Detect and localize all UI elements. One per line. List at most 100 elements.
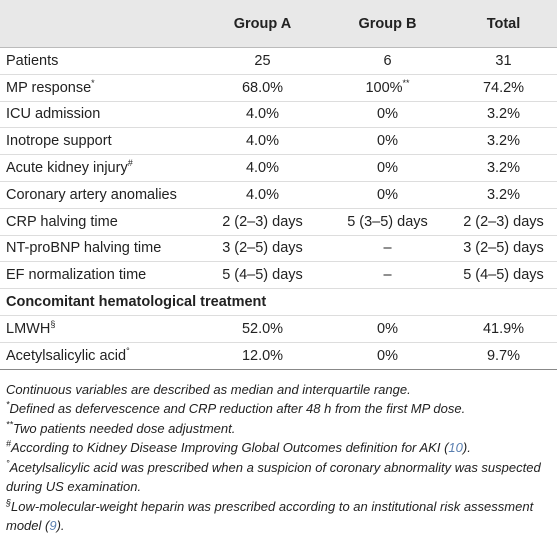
label-text: LMWH xyxy=(6,320,51,337)
row-label: CRP halving time xyxy=(0,214,200,230)
label-text: Acetylsalicylic acid xyxy=(6,347,127,364)
row-label: LMWH§ xyxy=(0,319,200,337)
footnote-mark: ** xyxy=(402,77,410,88)
row-label: Coronary artery anomalies xyxy=(0,187,200,203)
cell: 4.0% xyxy=(245,106,280,123)
table-row: ICU admission 4.0% 0% 3.2% xyxy=(0,102,557,129)
cell: 68.0% xyxy=(241,79,284,96)
row-label: Acute kidney injury# xyxy=(0,158,200,176)
cell: 74.2% xyxy=(482,79,525,96)
cell: 3.2% xyxy=(486,106,521,123)
row-label: NT-proBNP halving time xyxy=(0,240,200,256)
cell: 3.2% xyxy=(486,186,521,203)
cell: 9.7% xyxy=(486,347,521,364)
cell: – xyxy=(383,267,392,284)
footnote-mark: § xyxy=(6,497,12,508)
reference: 10 xyxy=(448,440,463,456)
table-row: NT-proBNP halving time 3 (2–5) days – 3 (2–… xyxy=(0,236,557,263)
footnote: **Two patients needed dose adjustment. xyxy=(6,419,551,439)
row-label: Acetylsalicylic acid° xyxy=(0,345,200,364)
label-text: NT-proBNP halving time xyxy=(6,240,162,257)
cell: 5 (4–5) days xyxy=(463,267,544,284)
footnote-text: According to Kidney Disease Improving Gl… xyxy=(11,440,449,456)
footnote-mark: ** xyxy=(6,419,14,430)
column-header: Group A xyxy=(233,15,292,32)
cell: 4.0% xyxy=(245,186,280,203)
table-row: MP response* 68.0% 100%** 74.2% xyxy=(0,75,557,102)
cell: 31 xyxy=(495,52,512,69)
cell: 25 xyxy=(254,52,271,69)
footnote-mark: ° xyxy=(6,458,10,469)
cell: 12.0% xyxy=(241,347,284,364)
cell: 0% xyxy=(377,106,398,123)
cell: 5 (4–5) days xyxy=(222,267,303,284)
table: Group A Group B Total Patients 25 6 31 MP respo… xyxy=(0,0,557,370)
cell: 0% xyxy=(377,160,398,177)
footnote: Continuous variables are described as me… xyxy=(6,380,551,400)
cell: 52.0% xyxy=(241,320,284,337)
footnote-text: ). xyxy=(56,518,65,534)
label-text: Patients xyxy=(6,52,59,69)
label-text: ICU admission xyxy=(6,106,101,123)
footnote-mark: * xyxy=(6,399,10,410)
footnote-mark: § xyxy=(50,319,56,330)
cell: 3.2% xyxy=(486,133,521,150)
table-row: Coronary artery anomalies 4.0% 0% 3.2% xyxy=(0,182,557,209)
cell: 2 (2–3) days xyxy=(222,213,303,230)
cell: 4.0% xyxy=(245,160,280,177)
column-header: Total xyxy=(486,15,521,32)
table-row: CRP halving time 2 (2–3) days 5 (3–5) days… xyxy=(0,209,557,236)
footnote-text: Low-molecular-weight heparin was prescri… xyxy=(6,498,534,534)
cell: 2 (2–3) days xyxy=(463,213,544,230)
cell: 5 (3–5) days xyxy=(347,213,428,230)
label-text: Inotrope support xyxy=(6,133,112,150)
cell-text: 100% xyxy=(365,79,403,96)
row-label: Patients xyxy=(0,53,200,69)
table-row: Acetylsalicylic acid° 12.0% 0% 9.7% xyxy=(0,343,557,370)
footnote-text: Continuous variables are described as me… xyxy=(6,381,411,397)
footnote-text: ). xyxy=(462,440,471,456)
table-row: EF normalization time 5 (4–5) days – 5 (4–5… xyxy=(0,262,557,290)
footnote: *Defined as defervescence and CRP reduct… xyxy=(6,399,551,419)
footnote: §Low-molecular-weight heparin was prescr… xyxy=(6,497,551,536)
footnotes: Continuous variables are described as me… xyxy=(0,370,557,536)
table-row: Acute kidney injury# 4.0% 0% 3.2% xyxy=(0,155,557,182)
footnote-text: Acetylsalicylic acid was prescribed when… xyxy=(6,459,541,495)
row-label: MP response* xyxy=(0,77,200,96)
section-label: Concomitant hematological treatment xyxy=(6,294,267,311)
footnote-text: Two patients needed dose adjustment. xyxy=(13,420,236,436)
cell: 0% xyxy=(377,347,398,364)
label-text: CRP halving time xyxy=(6,213,118,230)
column-header: Group B xyxy=(358,15,417,32)
cell: 0% xyxy=(377,320,398,337)
table-row: Patients 25 6 31 xyxy=(0,48,557,75)
cell: – xyxy=(383,240,392,257)
footnote: °Acetylsalicylic acid was prescribed whe… xyxy=(6,458,551,497)
cell: 3 (2–5) days xyxy=(463,240,544,257)
row-label: EF normalization time xyxy=(0,267,200,283)
footnote-mark: # xyxy=(6,438,12,449)
table-row: LMWH§ 52.0% 0% 41.9% xyxy=(0,316,557,343)
cell: 6 xyxy=(383,52,392,69)
row-label: ICU admission xyxy=(0,106,200,122)
cell: 41.9% xyxy=(482,320,525,337)
cell: 3 (2–5) days xyxy=(222,240,303,257)
cell: 0% xyxy=(377,186,398,203)
cell: 3.2% xyxy=(486,160,521,177)
row-label: Inotrope support xyxy=(0,133,200,149)
table-row: Inotrope support 4.0% 0% 3.2% xyxy=(0,128,557,156)
footnote: #According to Kidney Disease Improving G… xyxy=(6,438,551,458)
cell: 0% xyxy=(377,133,398,150)
cell: 4.0% xyxy=(245,133,280,150)
footnote-mark: # xyxy=(127,158,133,169)
header-row: Group A Group B Total xyxy=(0,0,557,48)
footnote-mark: ° xyxy=(126,345,130,356)
table-row: Concomitant hematological treatment xyxy=(0,289,557,316)
label-text: MP response xyxy=(6,79,92,96)
footnote-mark: * xyxy=(91,77,95,88)
footnote-text: Defined as defervescence and CRP reducti… xyxy=(9,401,466,417)
cell: 100%** xyxy=(325,77,450,96)
label-text: Coronary artery anomalies xyxy=(6,186,177,203)
label-text: EF normalization time xyxy=(6,267,147,284)
